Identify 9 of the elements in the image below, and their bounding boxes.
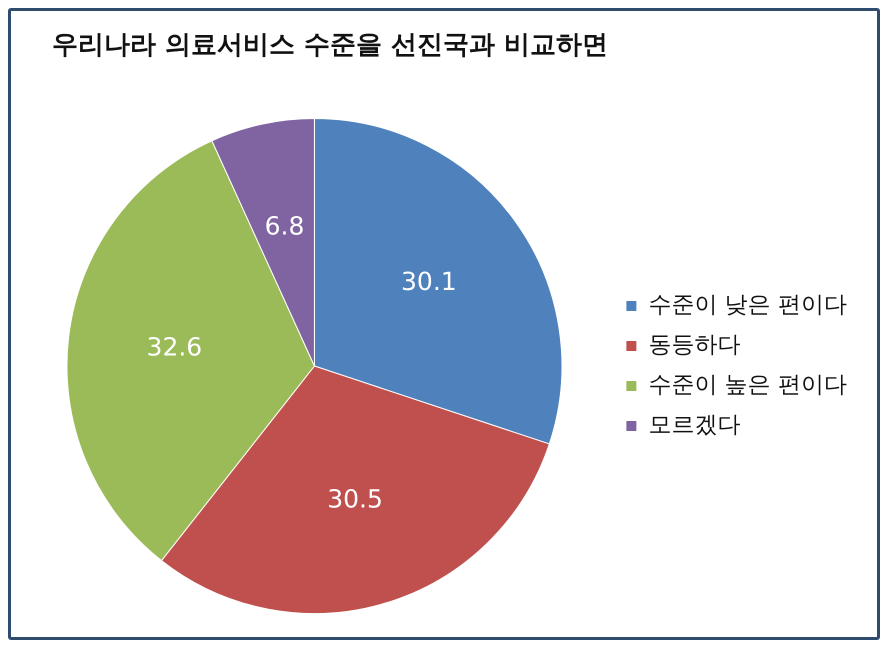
data-label: 6.8 <box>264 212 304 241</box>
chart-title: 우리나라 의료서비스 수준을 선진국과 비교하면 <box>52 29 608 62</box>
data-label: 30.5 <box>327 484 383 514</box>
data-label: 32.6 <box>146 332 202 362</box>
legend-label: 동등하다 <box>648 332 740 358</box>
legend-label: 수준이 낮은 편이다 <box>648 292 848 318</box>
data-label: 30.1 <box>400 266 457 296</box>
legend-label: 모르겠다 <box>648 412 740 438</box>
legend-label: 수준이 높은 편이다 <box>648 372 848 398</box>
